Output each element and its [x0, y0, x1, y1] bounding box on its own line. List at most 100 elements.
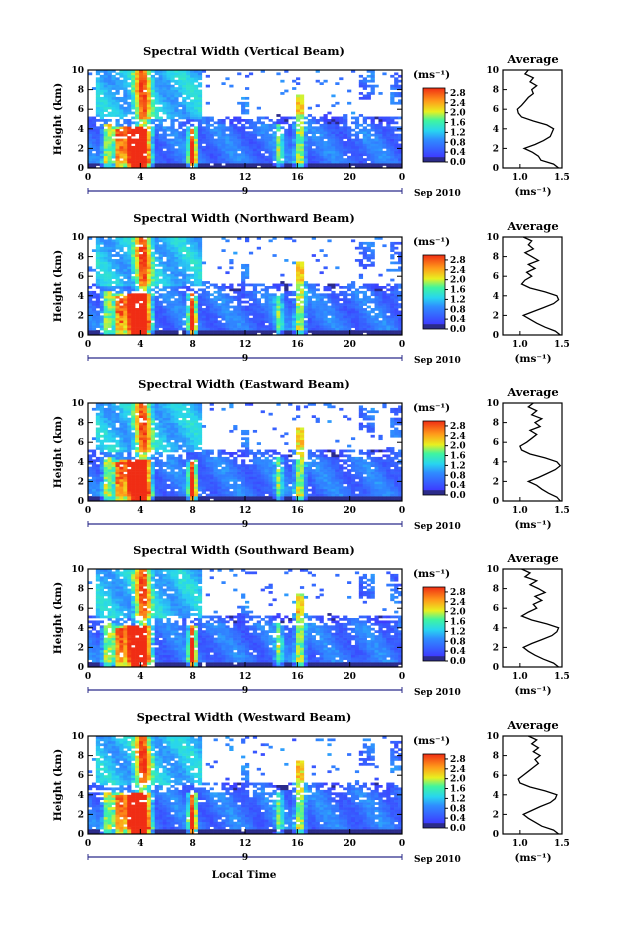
- heatmap-cell: [182, 109, 187, 112]
- heatmap-cell: [95, 464, 101, 467]
- heatmap-cell: [131, 469, 136, 472]
- heatmap-cell: [307, 106, 313, 110]
- heatmap-cell: [288, 153, 293, 157]
- heatmap-cell: [370, 70, 375, 73]
- heatmap-cell: [370, 143, 375, 147]
- heatmap-cell: [221, 133, 226, 137]
- heatmap-cell: [347, 160, 352, 164]
- heatmap-cell: [99, 474, 104, 477]
- heatmap-cell: [280, 165, 285, 169]
- heatmap-cell: [315, 325, 320, 328]
- heatmap-cell: [158, 315, 163, 319]
- heatmap-cell: [193, 150, 199, 154]
- heatmap-cell: [99, 268, 104, 272]
- x-tick-label: 4: [137, 340, 143, 350]
- heatmap-cell: [327, 141, 332, 144]
- heatmap-cell: [123, 407, 128, 411]
- heatmap-cell: [162, 322, 167, 326]
- heatmap: [88, 237, 403, 336]
- heatmap-cell: [182, 263, 187, 267]
- heatmap-cell: [213, 295, 218, 299]
- heatmap-cell: [123, 148, 128, 152]
- heatmap-cell: [115, 111, 120, 115]
- heatmap-cell: [252, 158, 258, 161]
- heatmap-cell: [170, 84, 175, 88]
- heatmap-cell: [197, 99, 203, 103]
- heatmap-cell: [256, 290, 261, 294]
- heatmap-cell: [146, 407, 152, 411]
- heatmap-cell: [296, 266, 301, 270]
- heatmap-cell: [354, 150, 360, 154]
- heatmap-cell: [296, 332, 301, 336]
- heatmap-cell: [197, 145, 203, 149]
- heatmap-cell: [315, 131, 320, 134]
- heatmap-cell: [158, 263, 163, 267]
- heatmap-cell: [245, 271, 250, 275]
- heatmap-cell: [154, 273, 159, 277]
- heatmap-cell: [146, 268, 152, 272]
- heatmap-cell: [95, 160, 101, 164]
- heatmap-cell: [131, 239, 136, 243]
- heatmap-cell: [288, 141, 293, 144]
- heatmap-cell: [327, 133, 332, 137]
- heatmap-cell: [174, 99, 179, 103]
- heatmap-cell: [115, 158, 120, 161]
- heatmap-cell: [127, 148, 132, 152]
- heatmap-cell: [221, 158, 226, 161]
- heatmap-cell: [103, 74, 108, 78]
- heatmap-cell: [303, 315, 309, 319]
- heatmap-cell: [131, 439, 136, 443]
- heatmap-cell: [284, 317, 289, 321]
- heatmap-cell: [99, 111, 104, 115]
- heatmap-cell: [264, 327, 269, 331]
- heatmap-cell: [103, 158, 108, 161]
- heatmap-cell: [150, 121, 156, 125]
- heatmap-cell: [362, 94, 367, 98]
- heatmap-cell: [127, 271, 132, 275]
- heatmap-cell: [213, 133, 218, 137]
- heatmap-cell: [111, 496, 116, 499]
- heatmap-cell: [131, 249, 136, 252]
- heatmap-cell: [99, 469, 104, 472]
- heatmap-cell: [115, 286, 120, 289]
- heatmap-cell: [186, 330, 191, 333]
- heatmap-cell: [146, 99, 152, 103]
- heatmap-cell: [150, 330, 156, 333]
- heatmap-cell: [146, 300, 152, 304]
- heatmap-cell: [146, 486, 152, 490]
- heatmap-cell: [241, 104, 246, 108]
- heatmap-cell: [221, 138, 226, 142]
- heatmap-cell: [292, 320, 297, 324]
- heatmap-cell: [115, 452, 120, 455]
- heatmap-cell: [154, 79, 159, 83]
- avg-x-tick-label: 1.5: [554, 173, 570, 183]
- heatmap-cell: [127, 461, 132, 465]
- heatmap-cell: [209, 305, 214, 309]
- heatmap-cell: [225, 128, 230, 132]
- heatmap-cell: [241, 123, 246, 127]
- heatmap-cell: [135, 155, 140, 159]
- heatmap-cell: [229, 150, 234, 154]
- heatmap-cell: [119, 293, 124, 297]
- heatmap-cell: [103, 403, 108, 406]
- heatmap-cell: [319, 116, 324, 120]
- heatmap-cell: [241, 315, 246, 319]
- heatmap-cell: [213, 298, 218, 301]
- heatmap-cell: [350, 133, 356, 137]
- heatmap-cell: [119, 153, 124, 157]
- heatmap-cell: [154, 461, 159, 465]
- heatmap-cell: [182, 300, 187, 304]
- heatmap-cell: [205, 128, 210, 132]
- heatmap-cell: [111, 491, 116, 494]
- heatmap-cell: [135, 143, 140, 147]
- heatmap-cell: [158, 481, 163, 485]
- heatmap-cell: [88, 478, 93, 482]
- heatmap-cell: [142, 491, 148, 494]
- heatmap-cell: [382, 160, 387, 164]
- heatmap-cell: [178, 126, 183, 130]
- heatmap-cell: [398, 128, 403, 132]
- heatmap-cell: [139, 481, 144, 485]
- heatmap-cell: [178, 153, 183, 157]
- heatmap-cell: [323, 121, 328, 125]
- heatmap-cell: [162, 133, 167, 137]
